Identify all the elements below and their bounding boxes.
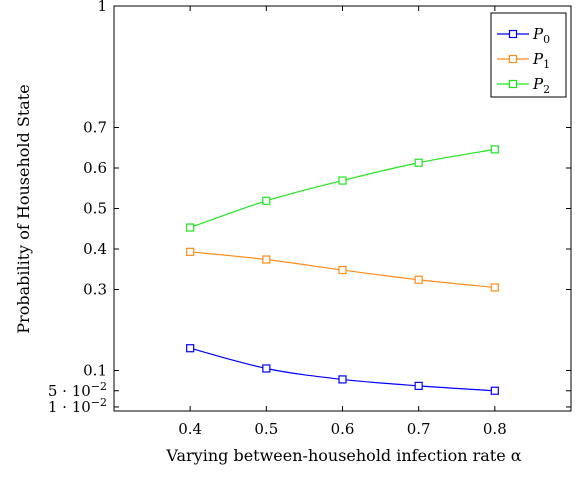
data-point-marker [262, 255, 271, 264]
y-tick-label: 0.4 [83, 240, 107, 258]
y-tick-label: 0.6 [83, 159, 107, 177]
legend-marker [508, 29, 518, 39]
legend-entry: P2 [497, 75, 550, 96]
legend-label-subscript: 2 [543, 83, 550, 96]
data-point-marker [490, 145, 499, 154]
x-tick-label: 0.5 [254, 420, 278, 438]
data-point-marker [338, 176, 347, 185]
data-point-marker [338, 265, 347, 275]
legend-label-name: P [532, 25, 544, 43]
y-axis-label: Probability of Household State [14, 84, 33, 333]
y-tick-label: 0.1 [83, 362, 107, 380]
legend-label-name: P [532, 50, 544, 68]
y-tick-label-text: 0.1 [83, 362, 107, 380]
legend-label-subscript: 1 [543, 58, 550, 71]
data-point-marker [338, 375, 347, 384]
data-point-marker [490, 386, 499, 395]
y-tick-label-text: 0.6 [83, 159, 107, 177]
x-axis-label: Varying between-household infection rate… [165, 446, 521, 465]
y-tick-label-text: 1 · 10 [48, 398, 91, 416]
y-tick-label: 1 · 10−2 [48, 396, 107, 416]
series-line [189, 148, 495, 229]
y-tick-label-text: 0.7 [83, 119, 107, 137]
series-line [190, 347, 495, 392]
data-point-marker [414, 158, 423, 167]
y-tick-label: 0.3 [83, 281, 107, 299]
y-tick-label-text: 0.4 [83, 240, 107, 258]
series-P1 [186, 247, 499, 292]
legend-label: P1 [532, 50, 550, 71]
legend-label: P2 [532, 75, 550, 96]
series-P0 [186, 344, 499, 395]
x-tick-label: 0.7 [407, 420, 431, 438]
x-axis: 0.4 0.5 0.6 0.7 0.8 [178, 6, 507, 438]
y-tick-label-text: 1 [97, 0, 107, 15]
y-axis: 1 · 10−25 · 10−20.10.30.40.50.60.71 [48, 0, 571, 416]
data-point-marker [262, 364, 271, 373]
legend-marker [508, 54, 518, 64]
legend-entry: P1 [497, 50, 550, 71]
legend-label: P0 [532, 25, 550, 46]
data-point-marker [414, 275, 423, 284]
legend-marker [508, 79, 518, 89]
y-tick-label-text: 5 · 10 [48, 382, 91, 400]
data-point-marker [414, 381, 423, 390]
x-tick-label: 0.6 [331, 420, 355, 438]
legend-label-name: P [532, 75, 544, 93]
y-tick-label: 5 · 10−2 [48, 380, 107, 400]
data-point-marker [490, 283, 499, 292]
y-tick-label-exponent: −2 [91, 396, 107, 409]
series-P2 [186, 145, 499, 232]
y-tick-label-text: 0.3 [83, 281, 107, 299]
y-tick-label: 0.5 [83, 200, 107, 218]
legend-box [490, 12, 567, 98]
series-layer [186, 145, 499, 395]
legend-label-subscript: 0 [543, 33, 550, 46]
x-tick-label: 0.8 [483, 420, 507, 438]
y-tick-label: 0.7 [83, 119, 107, 137]
data-point-marker [186, 223, 195, 232]
y-tick-label: 1 [97, 0, 107, 15]
x-tick-label: 0.4 [178, 420, 202, 438]
data-point-marker [262, 196, 271, 205]
y-tick-label-exponent: −2 [91, 380, 107, 393]
legend-entry: P0 [497, 25, 550, 46]
data-point-marker [186, 344, 195, 353]
data-point-marker [186, 247, 195, 256]
y-tick-label-text: 0.5 [83, 200, 107, 218]
